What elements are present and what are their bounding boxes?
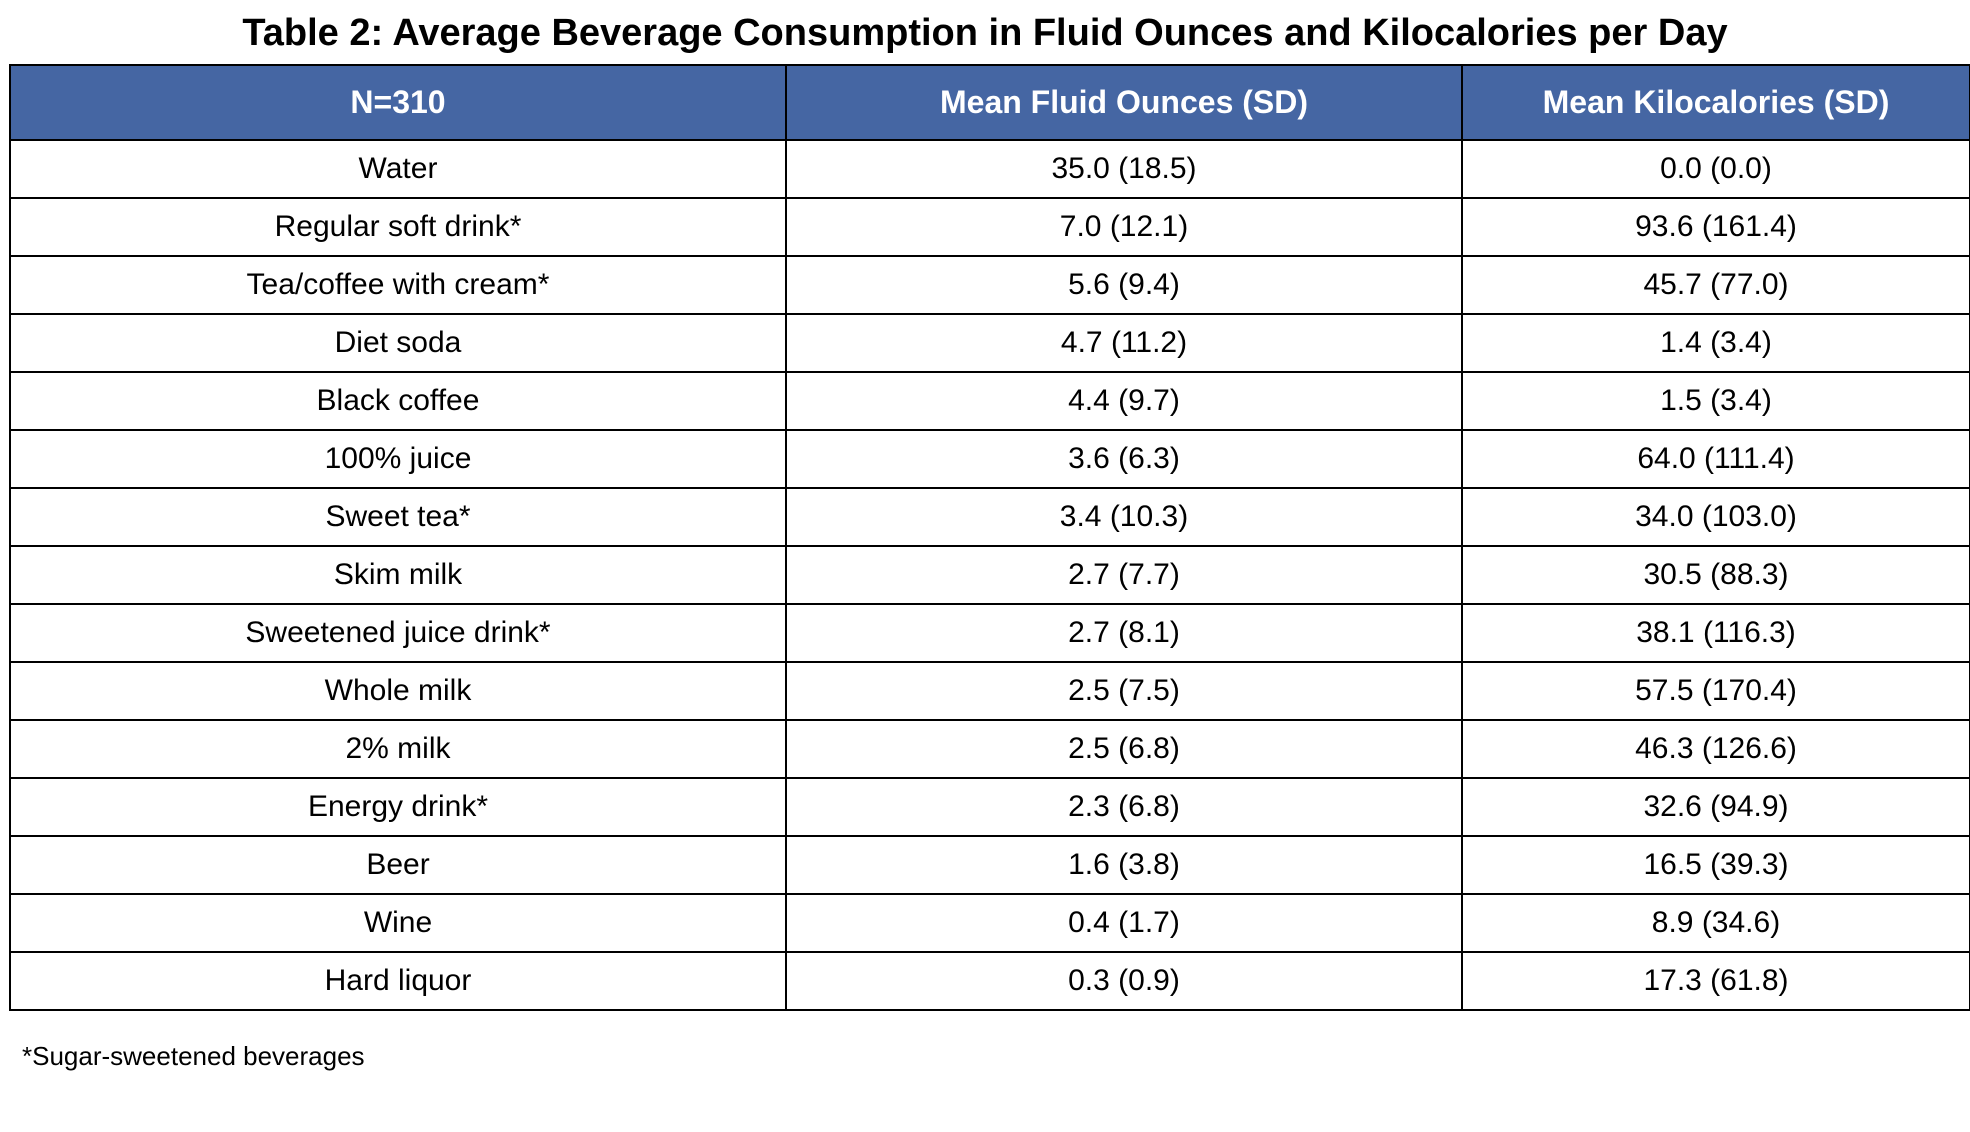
beverage-name-cell: Regular soft drink* bbox=[9, 197, 787, 257]
beverage-name-cell: Black coffee bbox=[9, 371, 787, 431]
table-row: Hard liquor 0.3 (0.9) 17.3 (61.8) bbox=[9, 951, 1970, 1011]
mean-fluid-ounces-cell: 2.5 (6.8) bbox=[785, 719, 1463, 779]
mean-kilocalories-cell: 64.0 (111.4) bbox=[1461, 429, 1970, 489]
beverage-name-cell: Tea/coffee with cream* bbox=[9, 255, 787, 315]
mean-fluid-ounces-cell: 2.7 (8.1) bbox=[785, 603, 1463, 663]
beverage-name-cell: Beer bbox=[9, 835, 787, 895]
mean-kilocalories-cell: 34.0 (103.0) bbox=[1461, 487, 1970, 547]
mean-kilocalories-cell: 57.5 (170.4) bbox=[1461, 661, 1970, 721]
mean-kilocalories-cell: 45.7 (77.0) bbox=[1461, 255, 1970, 315]
beverage-name-cell: Energy drink* bbox=[9, 777, 787, 837]
table-row: 2% milk 2.5 (6.8) 46.3 (126.6) bbox=[9, 719, 1970, 779]
beverage-name-cell: Wine bbox=[9, 893, 787, 953]
table-title: Table 2: Average Beverage Consumption in… bbox=[242, 12, 1728, 54]
table-row: Tea/coffee with cream* 5.6 (9.4) 45.7 (77.… bbox=[9, 255, 1970, 315]
beverage-name-cell: 2% milk bbox=[9, 719, 787, 779]
mean-fluid-ounces-cell: 4.4 (9.7) bbox=[785, 371, 1463, 431]
mean-fluid-ounces-cell: 0.4 (1.7) bbox=[785, 893, 1463, 953]
mean-kilocalories-cell: 1.5 (3.4) bbox=[1461, 371, 1970, 431]
table-row: 100% juice 3.6 (6.3) 64.0 (111.4) bbox=[9, 429, 1970, 489]
header-sample-size: N=310 bbox=[9, 64, 787, 141]
mean-fluid-ounces-cell: 5.6 (9.4) bbox=[785, 255, 1463, 315]
beverage-name-cell: Hard liquor bbox=[9, 951, 787, 1011]
table-row: Whole milk 2.5 (7.5) 57.5 (170.4) bbox=[9, 661, 1970, 721]
mean-fluid-ounces-cell: 4.7 (11.2) bbox=[785, 313, 1463, 373]
table-row: Black coffee 4.4 (9.7) 1.5 (3.4) bbox=[9, 371, 1970, 431]
beverage-name-cell: Diet soda bbox=[9, 313, 787, 373]
mean-fluid-ounces-cell: 7.0 (12.1) bbox=[785, 197, 1463, 257]
mean-fluid-ounces-cell: 2.5 (7.5) bbox=[785, 661, 1463, 721]
header-mean-fluid-ounces: Mean Fluid Ounces (SD) bbox=[785, 64, 1463, 141]
beverage-name-cell: Sweet tea* bbox=[9, 487, 787, 547]
table-row: Skim milk 2.7 (7.7) 30.5 (88.3) bbox=[9, 545, 1970, 605]
beverage-name-cell: Whole milk bbox=[9, 661, 787, 721]
table-row: Sweetened juice drink* 2.7 (8.1) 38.1 (116… bbox=[9, 603, 1970, 663]
mean-kilocalories-cell: 38.1 (116.3) bbox=[1461, 603, 1970, 663]
table-body: Water 35.0 (18.5) 0.0 (0.0) Regular soft dr… bbox=[9, 139, 1970, 1011]
header-mean-kilocalories: Mean Kilocalories (SD) bbox=[1461, 64, 1970, 141]
mean-fluid-ounces-cell: 35.0 (18.5) bbox=[785, 139, 1463, 199]
table-row: Diet soda 4.7 (11.2) 1.4 (3.4) bbox=[9, 313, 1970, 373]
table-row: Beer 1.6 (3.8) 16.5 (39.3) bbox=[9, 835, 1970, 895]
beverage-name-cell: Water bbox=[9, 139, 787, 199]
mean-fluid-ounces-cell: 2.3 (6.8) bbox=[785, 777, 1463, 837]
beverage-consumption-table: N=310 Mean Fluid Ounces (SD) Mean Kiloca… bbox=[9, 64, 1970, 1011]
beverage-name-cell: Skim milk bbox=[9, 545, 787, 605]
table-row: Wine 0.4 (1.7) 8.9 (34.6) bbox=[9, 893, 1970, 953]
mean-fluid-ounces-cell: 0.3 (0.9) bbox=[785, 951, 1463, 1011]
mean-kilocalories-cell: 0.0 (0.0) bbox=[1461, 139, 1970, 199]
mean-kilocalories-cell: 93.6 (161.4) bbox=[1461, 197, 1970, 257]
table-row: Energy drink* 2.3 (6.8) 32.6 (94.9) bbox=[9, 777, 1970, 837]
table-row: Regular soft drink* 7.0 (12.1) 93.6 (161.4… bbox=[9, 197, 1970, 257]
table-row: Water 35.0 (18.5) 0.0 (0.0) bbox=[9, 139, 1970, 199]
beverage-name-cell: 100% juice bbox=[9, 429, 787, 489]
mean-kilocalories-cell: 8.9 (34.6) bbox=[1461, 893, 1970, 953]
mean-kilocalories-cell: 17.3 (61.8) bbox=[1461, 951, 1970, 1011]
table-row: Sweet tea* 3.4 (10.3) 34.0 (103.0) bbox=[9, 487, 1970, 547]
mean-kilocalories-cell: 30.5 (88.3) bbox=[1461, 545, 1970, 605]
mean-fluid-ounces-cell: 2.7 (7.7) bbox=[785, 545, 1463, 605]
beverage-name-cell: Sweetened juice drink* bbox=[9, 603, 787, 663]
footnote: *Sugar-sweetened beverages bbox=[22, 1041, 365, 1071]
mean-fluid-ounces-cell: 3.4 (10.3) bbox=[785, 487, 1463, 547]
mean-fluid-ounces-cell: 3.6 (6.3) bbox=[785, 429, 1463, 489]
mean-kilocalories-cell: 32.6 (94.9) bbox=[1461, 777, 1970, 837]
mean-kilocalories-cell: 1.4 (3.4) bbox=[1461, 313, 1970, 373]
mean-kilocalories-cell: 16.5 (39.3) bbox=[1461, 835, 1970, 895]
header-row: N=310 Mean Fluid Ounces (SD) Mean Kiloca… bbox=[9, 64, 1970, 141]
mean-kilocalories-cell: 46.3 (126.6) bbox=[1461, 719, 1970, 779]
mean-fluid-ounces-cell: 1.6 (3.8) bbox=[785, 835, 1463, 895]
